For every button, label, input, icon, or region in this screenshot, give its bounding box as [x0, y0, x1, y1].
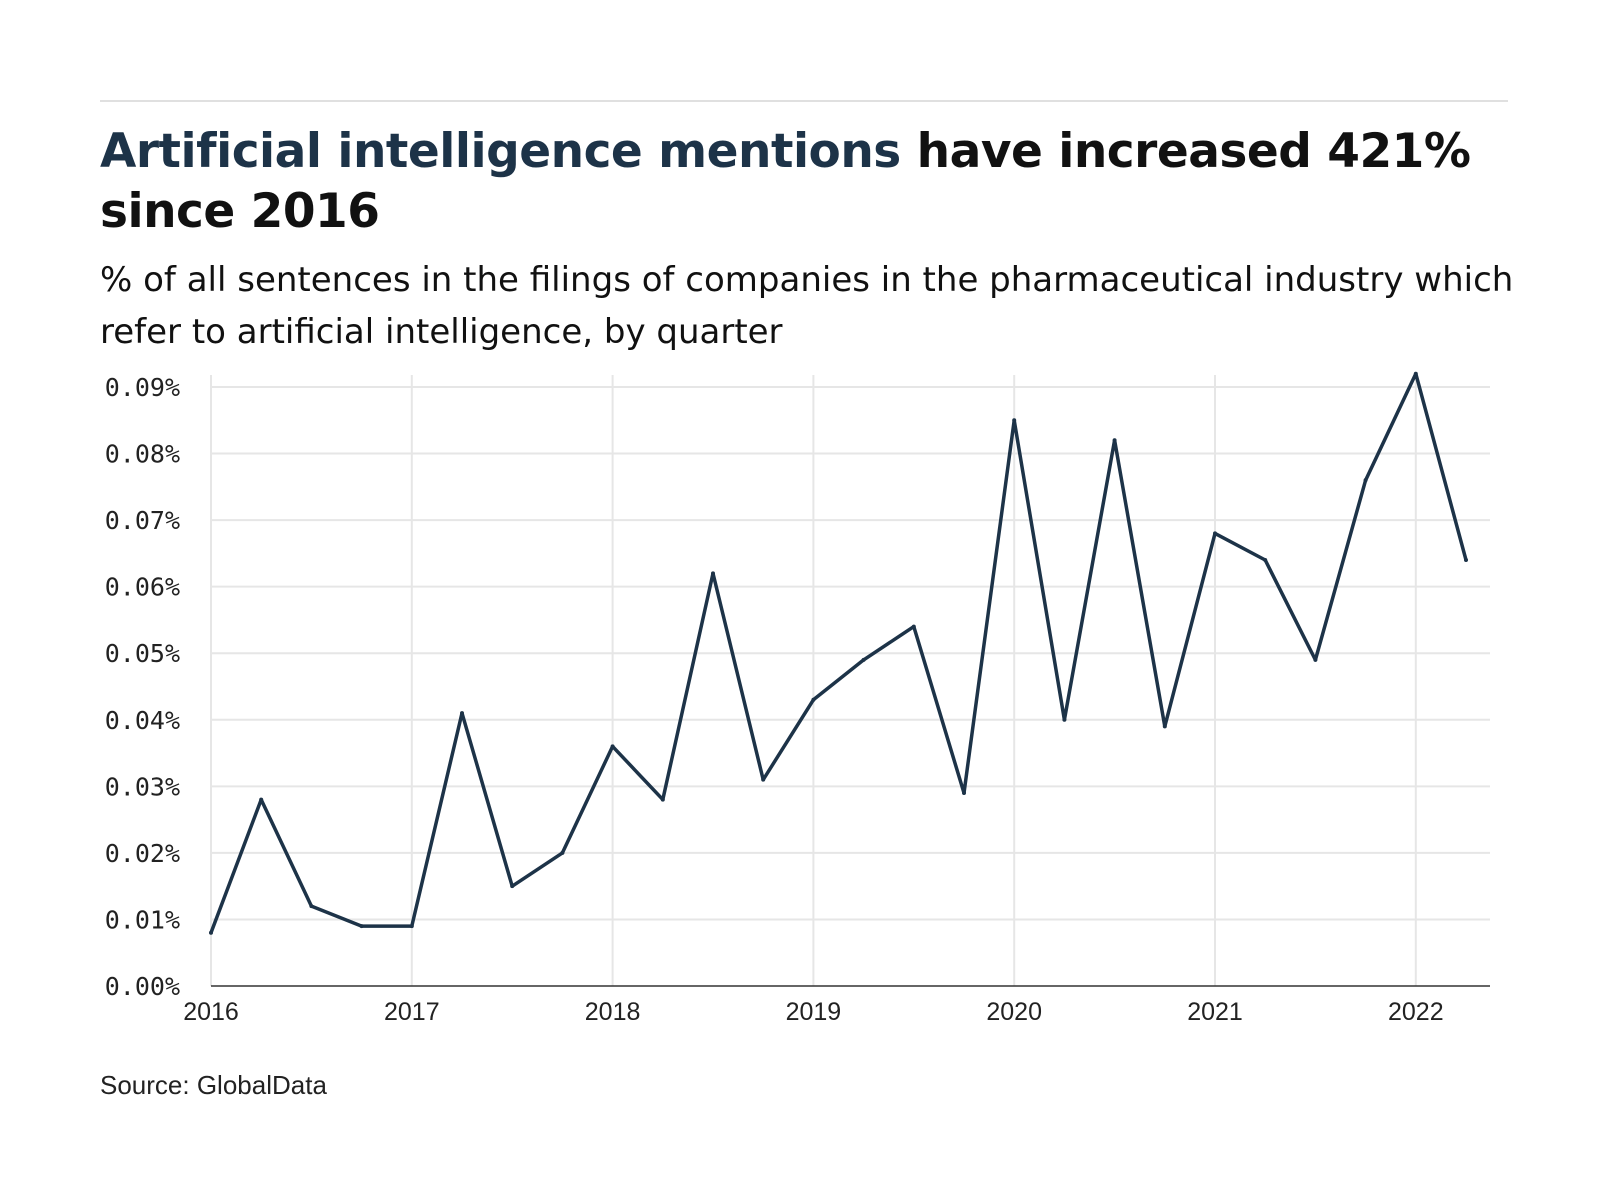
x-tick-label: 2020: [986, 998, 1042, 1026]
gridlines: [210, 375, 1490, 986]
x-tick-label: 2022: [1388, 998, 1444, 1026]
x-tick-label: 2017: [384, 998, 440, 1026]
data-point: [259, 797, 264, 802]
y-tick-label: 0.05%: [105, 639, 180, 668]
data-point: [1112, 438, 1117, 443]
data-point: [1464, 558, 1468, 563]
data-point: [409, 924, 414, 929]
data-point: [711, 571, 715, 576]
y-tick-label: 0.09%: [105, 373, 180, 402]
data-point: [209, 930, 213, 935]
y-tick-label: 0.00%: [105, 972, 180, 1001]
data-point: [1263, 558, 1268, 563]
y-tick-label: 0.03%: [105, 772, 180, 801]
data-point: [911, 624, 916, 629]
chart-title: Artificial intelligence mentions have in…: [100, 122, 1520, 242]
y-tick-label: 0.04%: [105, 706, 180, 735]
data-point: [1363, 478, 1368, 483]
data-point: [1062, 717, 1067, 722]
data-point: [309, 904, 314, 909]
data-point: [610, 744, 615, 749]
data-point: [1012, 418, 1017, 423]
series-layer: [209, 371, 1468, 935]
x-tick-label: 2021: [1187, 998, 1243, 1026]
data-point: [811, 697, 816, 702]
chart-title-rest: have increased 421% since 2016: [100, 124, 1471, 239]
data-point: [962, 790, 966, 795]
y-tick-label: 0.07%: [105, 506, 180, 535]
x-tick-label: 2016: [183, 998, 239, 1026]
source-note: Source: GlobalData: [100, 1070, 327, 1100]
top-divider: [100, 100, 1508, 102]
chart-subtitle: % of all sentences in the filings of com…: [100, 260, 1514, 352]
data-point: [861, 657, 866, 662]
x-tick-label: 2018: [585, 998, 641, 1026]
tick-labels: 0.00% 0.01% 0.02% 0.03% 0.04% 0.05% 0.06% 0.07%…: [105, 373, 1444, 1026]
series-line: [209, 371, 1468, 935]
data-point: [460, 711, 464, 716]
y-tick-label: 0.01%: [105, 905, 180, 934]
y-tick-label: 0.02%: [105, 839, 180, 868]
x-tick-label: 2019: [786, 998, 842, 1026]
data-point: [1313, 657, 1318, 662]
y-tick-label: 0.08%: [105, 440, 180, 469]
data-point: [1162, 724, 1167, 729]
data-point: [560, 850, 565, 855]
data-point: [510, 884, 515, 889]
data-point: [1413, 371, 1418, 376]
chart-title-highlight: Artificial intelligence mentions: [100, 124, 901, 179]
data-point: [660, 797, 665, 802]
data-point: [359, 924, 364, 929]
y-tick-label: 0.06%: [105, 573, 180, 602]
data-point: [761, 777, 766, 782]
data-point: [1213, 531, 1217, 536]
